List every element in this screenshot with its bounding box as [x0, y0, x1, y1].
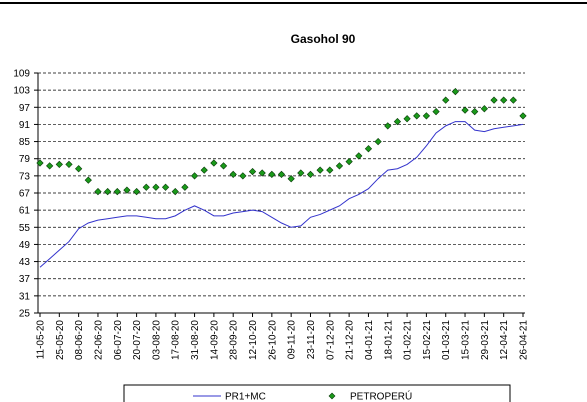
marker — [210, 159, 218, 167]
marker — [55, 160, 63, 169]
marker — [509, 96, 517, 104]
marker — [413, 112, 421, 120]
legend-box — [123, 384, 511, 402]
x-tick-label: 09-11-20 — [287, 320, 298, 360]
marker — [190, 172, 199, 180]
marker — [152, 183, 160, 191]
marker — [374, 137, 382, 146]
y-tick-label: 103 — [13, 86, 30, 97]
marker — [142, 183, 150, 191]
x-tick-label: 04-01-21 — [364, 320, 375, 360]
x-tick-label: 12-04-21 — [499, 320, 510, 360]
x-tick-label: 28-09-20 — [229, 320, 240, 360]
x-tick-label: 01-02-21 — [403, 320, 414, 360]
marker — [355, 152, 363, 160]
marker — [75, 165, 83, 173]
legend-label: PETROPERÚ — [350, 390, 412, 402]
y-tick-label: 91 — [19, 120, 31, 131]
marker — [277, 170, 286, 179]
x-tick-label: 25-05-20 — [55, 320, 66, 360]
marker — [403, 115, 411, 123]
legend-label: PR1+MC — [225, 392, 266, 402]
x-tick-label: 29-03-21 — [480, 320, 491, 360]
marker — [113, 187, 121, 196]
x-tick-label: 26-10-20 — [267, 320, 278, 360]
y-tick-label: 79 — [19, 154, 31, 165]
marker — [132, 187, 141, 196]
marker — [103, 187, 112, 196]
line-series — [39, 121, 524, 268]
y-tick-label: 85 — [19, 137, 31, 148]
marker — [393, 117, 402, 126]
y-tick-label: 43 — [19, 257, 31, 268]
y-tick-label: 61 — [19, 206, 31, 217]
marker — [248, 167, 257, 176]
marker — [422, 112, 431, 120]
marker — [46, 162, 54, 170]
x-tick-label: 15-03-21 — [461, 320, 472, 360]
marker — [200, 166, 208, 174]
x-tick-label: 03-08-20 — [151, 320, 162, 360]
marker — [219, 162, 228, 170]
x-tick-label: 18-01-21 — [383, 320, 394, 360]
marker — [471, 107, 479, 116]
marker — [316, 166, 324, 174]
y-tick-label: 31 — [19, 291, 31, 302]
marker — [326, 166, 334, 174]
x-tick-label: 23-11-20 — [306, 320, 317, 360]
marker — [171, 187, 179, 196]
marker — [36, 159, 44, 167]
x-tick-label: 20-07-20 — [132, 320, 143, 360]
marker — [451, 87, 460, 96]
marker — [287, 175, 295, 183]
y-tick-label: 67 — [19, 189, 31, 200]
marker — [268, 170, 276, 179]
marker — [123, 186, 131, 194]
marker — [297, 169, 305, 177]
marker — [480, 105, 488, 113]
chart-title: Gasohol 90 — [291, 32, 356, 46]
y-tick-label: 109 — [13, 69, 30, 80]
marker — [490, 96, 498, 104]
x-tick-label: 07-12-20 — [325, 320, 336, 360]
x-tick-label: 01-03-21 — [441, 320, 452, 360]
marker — [229, 170, 237, 179]
marker — [181, 183, 189, 191]
x-tick-label: 22-06-20 — [93, 320, 104, 360]
x-tick-label: 21-12-20 — [345, 320, 356, 360]
x-tick-label: 08-06-20 — [74, 320, 85, 360]
marker — [65, 160, 73, 169]
marker — [500, 96, 508, 104]
x-tick-label: 17-08-20 — [171, 320, 182, 360]
marker — [432, 107, 440, 116]
x-tick-label: 12-10-20 — [248, 320, 259, 360]
x-tick-label: 06-07-20 — [113, 320, 124, 360]
x-tick-label: 15-02-21 — [422, 320, 433, 360]
marker — [335, 162, 344, 170]
y-tick-label: 25 — [19, 309, 31, 320]
marker — [519, 112, 527, 120]
y-tick-label: 37 — [19, 274, 31, 285]
y-tick-label: 97 — [19, 103, 31, 114]
marker — [239, 172, 247, 180]
marker — [84, 176, 92, 184]
legend-marker — [328, 392, 336, 400]
x-tick-label: 26-04-21 — [519, 320, 530, 360]
y-tick-label: 49 — [19, 240, 31, 251]
marker — [161, 183, 170, 191]
marker — [442, 96, 450, 104]
marker — [94, 187, 102, 196]
marker — [461, 106, 469, 114]
x-tick-label: 14-09-20 — [209, 320, 220, 360]
y-tick-label: 55 — [19, 223, 31, 234]
marker — [306, 170, 315, 179]
marker — [364, 145, 373, 153]
marker — [384, 122, 392, 130]
marker — [258, 169, 266, 177]
x-tick-label: 31-08-20 — [190, 320, 201, 360]
marker — [345, 157, 353, 166]
x-tick-label: 11-05-20 — [36, 320, 47, 360]
y-tick-label: 73 — [19, 171, 31, 182]
